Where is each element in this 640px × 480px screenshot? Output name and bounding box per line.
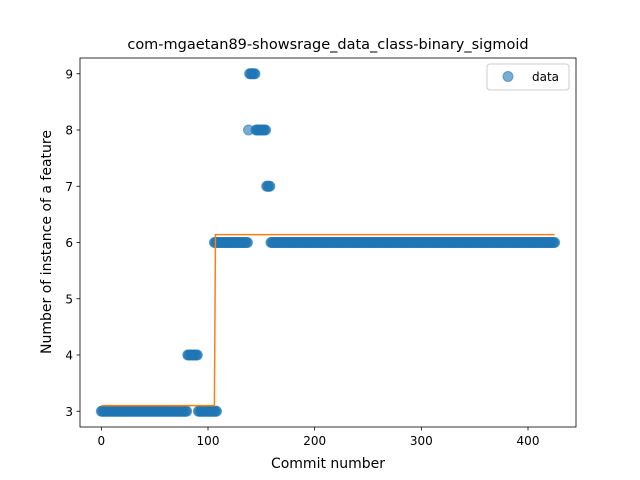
data-point bbox=[260, 124, 272, 136]
x-tick-label: 400 bbox=[517, 434, 540, 448]
y-tick-label: 5 bbox=[65, 292, 73, 306]
legend-label-data: data bbox=[532, 70, 559, 84]
data-point bbox=[191, 349, 203, 361]
data-point bbox=[549, 237, 561, 248]
y-tick-label: 3 bbox=[65, 405, 73, 419]
scatter-series bbox=[95, 68, 561, 417]
axes: 0 100 200 300 400 3 4 5 6 7 8 9 bbox=[65, 57, 577, 448]
y-tick-label: 7 bbox=[65, 180, 73, 194]
fit-line bbox=[101, 233, 555, 407]
fit-line-series bbox=[101, 233, 555, 407]
y-axis-label: Number of instance of a feature bbox=[39, 130, 55, 354]
chart-title: com-mgaetan89-showsrage_data_class-binar… bbox=[127, 37, 528, 53]
y-tick-label: 6 bbox=[65, 236, 73, 250]
data-point bbox=[181, 405, 193, 417]
x-tick-label: 0 bbox=[98, 434, 106, 448]
legend: data bbox=[486, 63, 570, 91]
data-point bbox=[249, 68, 261, 80]
x-tick-label: 300 bbox=[410, 434, 433, 448]
legend-marker-data bbox=[502, 71, 514, 82]
data-point bbox=[241, 237, 253, 248]
data-point bbox=[264, 180, 276, 192]
legend-box bbox=[486, 63, 570, 91]
x-tick-label: 200 bbox=[303, 434, 326, 448]
data-point bbox=[211, 405, 223, 417]
y-tick-label: 8 bbox=[65, 124, 73, 138]
y-tick-label: 4 bbox=[65, 349, 73, 363]
x-axis-label: Commit number bbox=[271, 456, 385, 472]
x-tick-label: 100 bbox=[197, 434, 220, 448]
y-tick-label: 9 bbox=[65, 67, 73, 81]
